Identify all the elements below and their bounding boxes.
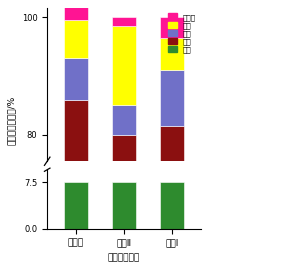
Bar — [160, 17, 184, 38]
Bar — [64, 20, 88, 58]
Bar — [160, 182, 184, 229]
Bar — [112, 182, 136, 229]
Bar — [112, 26, 136, 105]
Text: 酒的挥发性成分/%: 酒的挥发性成分/% — [7, 95, 16, 145]
Bar — [160, 38, 184, 70]
Bar — [112, 135, 136, 161]
Bar — [112, 105, 136, 135]
Legend: 其他类, 醛类, 酸类, 腵类, 醇类: 其他类, 醛类, 酸类, 腵类, 醇类 — [167, 12, 197, 55]
Bar — [64, 100, 88, 161]
Bar — [160, 126, 184, 161]
Bar — [160, 70, 184, 126]
X-axis label: 酶的处理方式: 酶的处理方式 — [108, 253, 140, 262]
Bar — [64, 5, 88, 20]
Bar — [64, 58, 88, 100]
Bar — [64, 182, 88, 229]
Bar — [112, 17, 136, 26]
